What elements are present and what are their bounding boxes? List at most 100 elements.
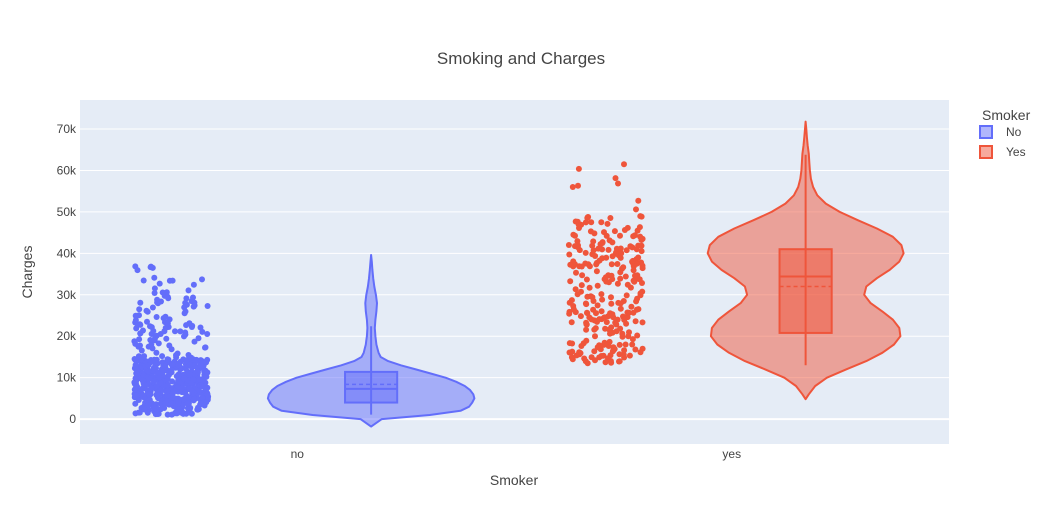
point-yes — [619, 333, 626, 340]
point-no — [177, 328, 184, 335]
point-yes — [593, 310, 599, 317]
point-no — [133, 392, 140, 399]
legend-item-yes[interactable]: Yes — [979, 145, 1026, 159]
point-no — [147, 264, 154, 271]
point-yes — [572, 286, 579, 293]
point-no — [138, 347, 145, 354]
point-yes — [592, 357, 598, 364]
point-yes — [572, 232, 578, 239]
box-no[interactable] — [344, 370, 399, 404]
point-yes — [598, 308, 605, 315]
point-no — [181, 375, 188, 382]
point-yes — [569, 348, 576, 355]
point-yes — [591, 230, 598, 237]
point-no — [176, 379, 183, 385]
point-yes — [566, 310, 573, 317]
point-yes — [582, 219, 589, 226]
point-no — [134, 267, 141, 274]
point-yes — [605, 246, 612, 253]
point-yes — [616, 358, 623, 365]
point-yes — [617, 269, 624, 276]
point-yes — [624, 224, 631, 231]
point-no — [151, 404, 158, 411]
point-yes — [578, 221, 585, 228]
point-yes — [621, 347, 628, 354]
point-yes — [583, 276, 590, 283]
legend[interactable]: Smoker No Yes — [979, 107, 1031, 159]
point-no — [199, 276, 205, 283]
point-no — [190, 376, 197, 383]
point-yes — [604, 220, 611, 227]
point-yes — [624, 309, 631, 316]
point-yes — [566, 340, 573, 347]
point-no — [179, 385, 185, 392]
point-no — [149, 345, 156, 352]
point-no — [169, 277, 176, 284]
point-no — [156, 374, 163, 381]
point-yes — [617, 275, 624, 282]
legend-label-no: No — [1006, 125, 1022, 139]
point-yes — [628, 303, 635, 310]
point-yes — [594, 282, 601, 289]
point-yes — [582, 249, 589, 256]
point-no — [166, 342, 173, 349]
box-yes[interactable] — [778, 248, 833, 334]
point-yes — [609, 348, 616, 355]
point-yes — [607, 330, 613, 337]
chart-title: Smoking and Charges — [437, 49, 605, 68]
point-yes — [578, 343, 585, 349]
point-yes — [582, 358, 589, 365]
point-no — [154, 389, 161, 396]
legend-title: Smoker — [982, 107, 1031, 123]
point-yes — [609, 253, 616, 260]
point-no — [182, 389, 189, 396]
point-yes — [569, 184, 576, 190]
point-yes — [602, 274, 609, 281]
point-no — [164, 388, 171, 395]
point-yes — [617, 305, 624, 312]
point-yes — [583, 326, 590, 333]
point-yes — [594, 344, 601, 351]
point-yes — [588, 316, 595, 323]
point-no — [190, 303, 197, 310]
point-yes — [582, 300, 589, 307]
point-no — [137, 342, 143, 349]
legend-item-no[interactable]: No — [979, 125, 1022, 139]
point-yes — [606, 237, 613, 244]
point-no — [145, 362, 152, 369]
point-yes — [603, 319, 610, 326]
point-yes — [633, 206, 639, 213]
point-yes — [608, 300, 615, 307]
point-yes — [577, 313, 584, 320]
point-yes — [633, 246, 640, 253]
point-no — [178, 408, 185, 415]
point-no — [189, 322, 196, 329]
point-no — [186, 385, 193, 392]
point-yes — [594, 302, 601, 309]
point-no — [148, 384, 155, 391]
point-yes — [603, 232, 610, 239]
point-no — [157, 400, 164, 407]
point-no — [163, 289, 170, 296]
point-no — [187, 371, 194, 378]
point-no — [149, 304, 156, 311]
point-yes — [617, 232, 623, 239]
point-no — [151, 290, 158, 296]
point-yes — [615, 180, 621, 187]
point-yes — [584, 214, 591, 221]
boxes — [344, 154, 833, 415]
point-no — [145, 402, 152, 409]
point-no — [140, 277, 147, 284]
point-yes — [601, 339, 608, 346]
point-no — [152, 411, 159, 418]
point-yes — [608, 261, 615, 268]
point-no — [182, 329, 189, 336]
point-yes — [613, 321, 620, 328]
point-no — [204, 391, 211, 398]
point-no — [133, 370, 140, 377]
point-no — [164, 320, 171, 327]
point-no — [203, 386, 210, 393]
point-yes — [615, 299, 622, 306]
point-yes — [637, 233, 644, 240]
point-no — [164, 367, 171, 374]
